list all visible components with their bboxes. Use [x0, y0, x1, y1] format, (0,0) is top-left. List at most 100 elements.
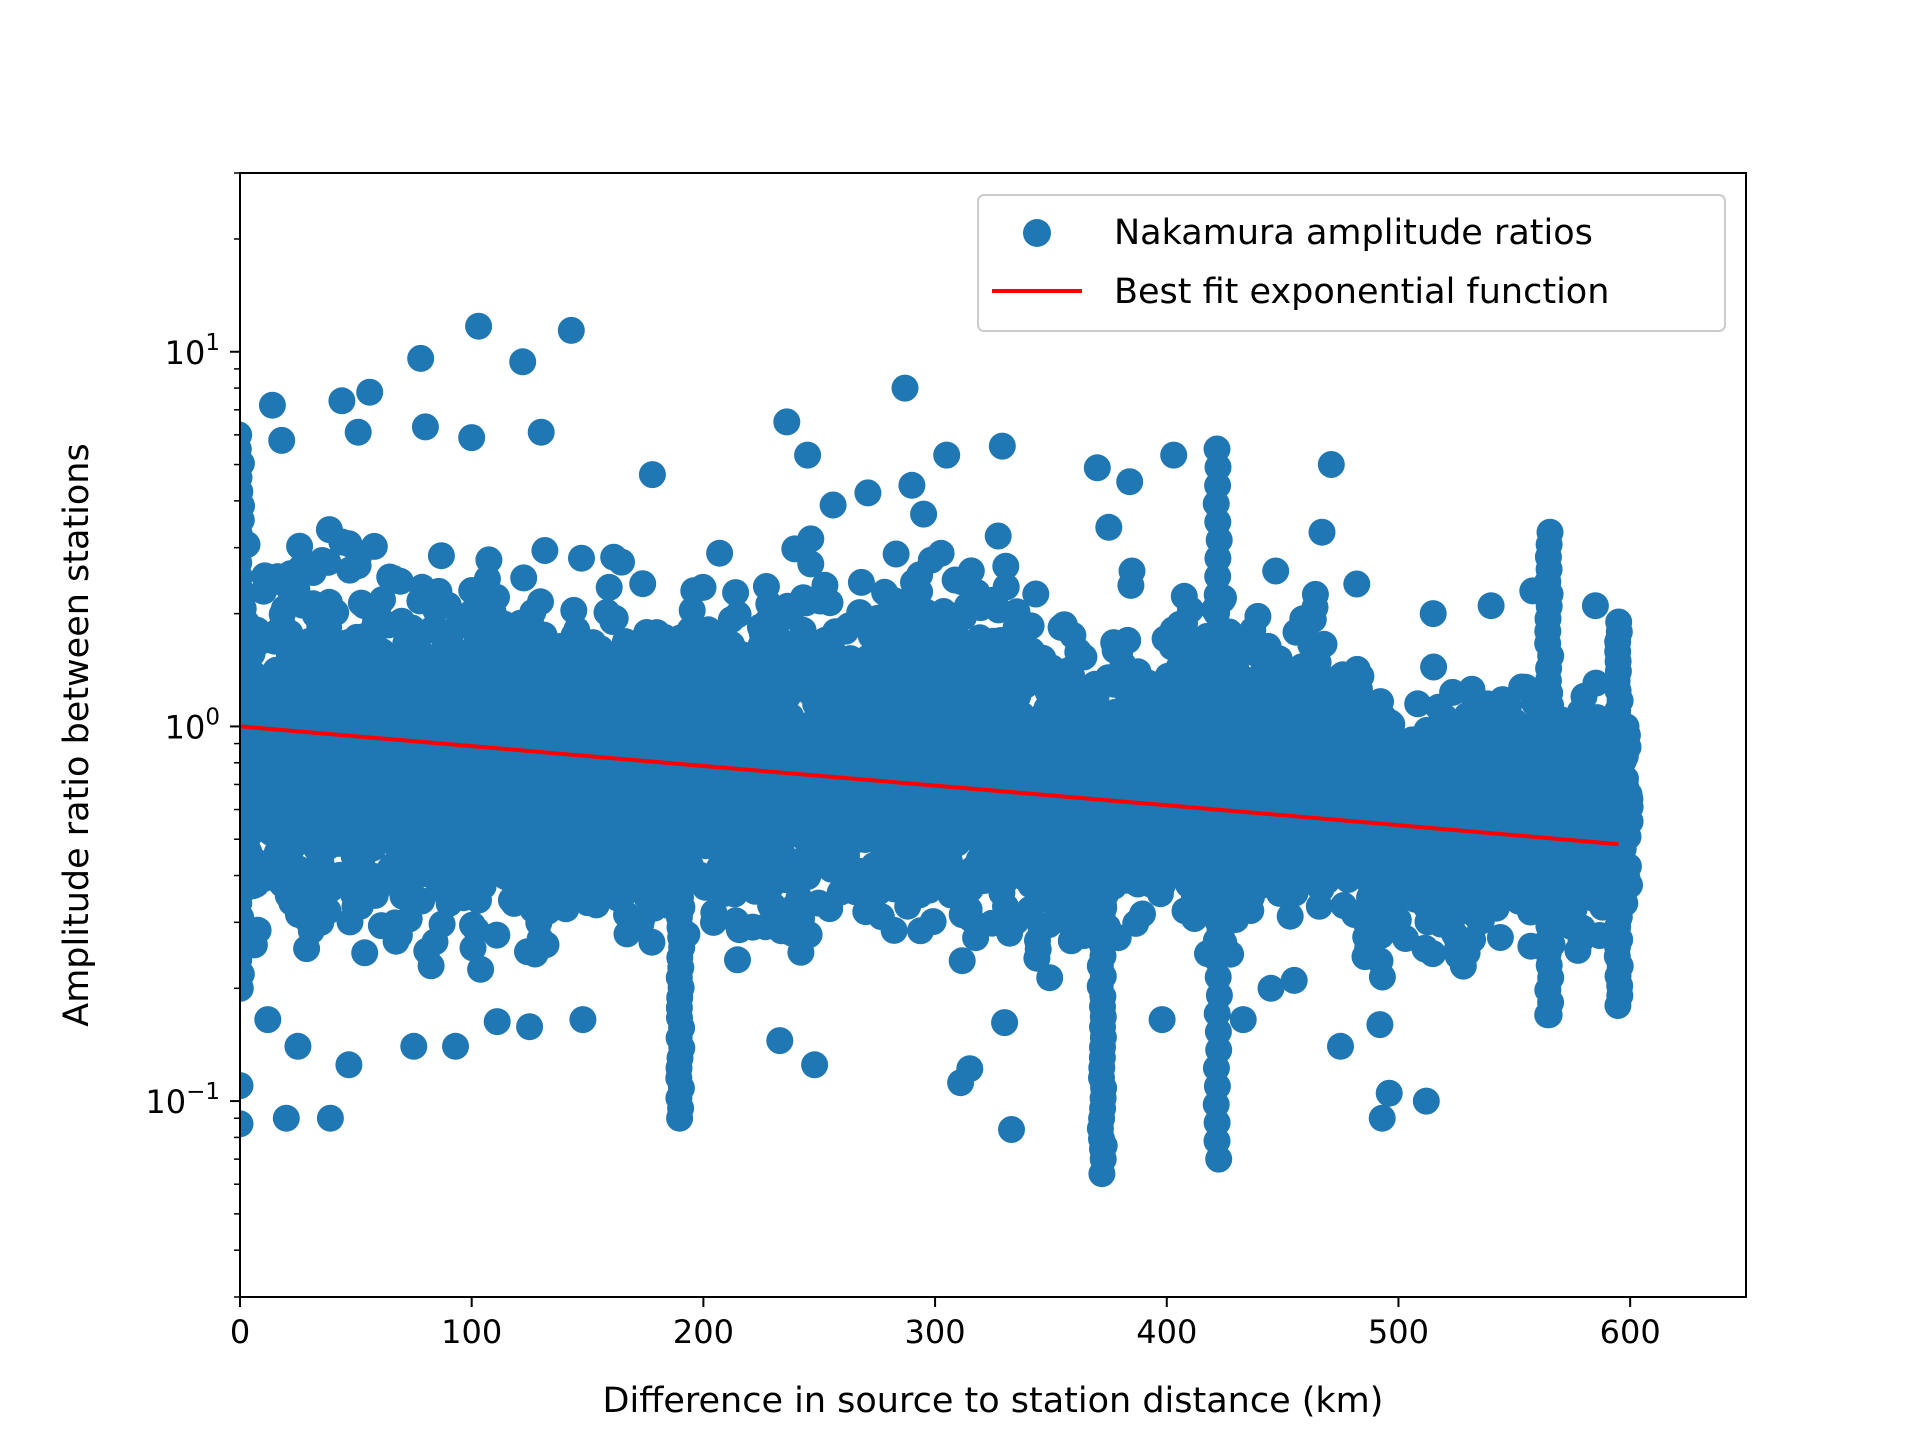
scatter-point [780, 893, 808, 921]
scatter-point [398, 635, 426, 663]
scatter-point [826, 719, 854, 746]
scatter-point [1408, 743, 1436, 771]
scatter-point [441, 820, 469, 848]
scatter-point [1035, 911, 1063, 939]
scatter-point [487, 648, 515, 676]
scatter-point [752, 573, 780, 600]
scatter-point [797, 651, 825, 679]
scatter-point [730, 741, 758, 769]
scatter-point [410, 840, 438, 868]
scatter-point [538, 655, 566, 683]
scatter-point [568, 544, 595, 572]
scatter-point [811, 571, 839, 599]
scatter-point [853, 684, 881, 712]
scatter-point [1127, 666, 1155, 694]
scatter-point [988, 834, 1016, 862]
scatter-point [628, 729, 656, 757]
scatter-point [911, 736, 939, 764]
scatter-point [359, 707, 387, 735]
scatter-point [1430, 762, 1458, 790]
scatter-point [1459, 899, 1487, 927]
scatter-point [511, 627, 539, 655]
scatter-point [306, 889, 334, 917]
scatter-point [714, 633, 742, 661]
scatter-point [797, 550, 825, 578]
scatter-point [347, 864, 375, 892]
scatter-point [273, 618, 301, 646]
scatter-point [1233, 835, 1261, 863]
scatter-point [1303, 844, 1331, 872]
scatter-point [935, 847, 963, 875]
scatter-point [984, 522, 1012, 550]
scatter-point [638, 928, 666, 956]
scatter-point [909, 822, 937, 850]
scatter-point [859, 661, 887, 689]
scatter-point [514, 938, 541, 966]
scatter-point [344, 552, 372, 580]
scatter-point [361, 609, 389, 637]
scatter-point [1465, 721, 1493, 749]
scatter-point [627, 777, 655, 805]
scatter-point [483, 583, 510, 611]
scatter-point [1336, 680, 1364, 708]
scatter-point [910, 500, 938, 528]
scatter-point [627, 749, 655, 777]
scatter-point [795, 850, 823, 878]
scatter-point [290, 809, 318, 837]
scatter-point [1275, 661, 1302, 689]
scatter-point [627, 696, 654, 724]
scatter-point [722, 907, 750, 935]
scatter-point [389, 882, 417, 910]
scatter-point [1363, 865, 1391, 893]
scatter-point [591, 672, 619, 699]
scatter-point [308, 742, 336, 769]
scatter-point [384, 695, 411, 723]
scatter-point [488, 859, 516, 887]
scatter-point [527, 588, 554, 616]
scatter-point [1359, 723, 1387, 751]
scatter-point [1281, 879, 1309, 907]
scatter-point [1439, 678, 1467, 706]
scatter-point [689, 573, 717, 601]
scatter-point [882, 540, 910, 568]
scatter-point [365, 641, 393, 669]
scatter-point [1302, 736, 1330, 764]
scatter-point [755, 860, 783, 888]
scatter-point [880, 916, 908, 944]
scatter-point [531, 537, 559, 564]
scatter-point [489, 835, 517, 863]
scatter-point [427, 542, 455, 570]
scatter-point [1444, 934, 1472, 962]
scatter-point [276, 576, 304, 604]
scatter-point [583, 711, 611, 739]
scatter-point [1035, 822, 1063, 850]
scatter-point [724, 946, 751, 974]
scatter-point [890, 619, 918, 647]
scatter-point [674, 689, 702, 717]
scatter-point [980, 627, 1008, 655]
scatter-point [787, 938, 815, 966]
scatter-point [425, 875, 453, 903]
scatter-point [1114, 722, 1141, 750]
scatter-point [863, 827, 891, 855]
scatter-point [935, 877, 963, 905]
scatter-point [832, 617, 860, 645]
scatter-point [706, 838, 734, 866]
scatter-point [1114, 626, 1142, 654]
scatter-point [947, 567, 974, 594]
scatter-point [559, 652, 587, 680]
scatter-point [1064, 638, 1092, 666]
scatter-point [946, 626, 974, 654]
scatter-point [361, 802, 389, 830]
scatter-point [1395, 819, 1423, 847]
scatter-point [742, 833, 770, 861]
scatter-point [375, 667, 403, 695]
scatter-point [830, 656, 858, 684]
scatter-point [289, 644, 317, 672]
scatter-point [584, 801, 612, 829]
scatter-point [513, 707, 541, 735]
scatter-point [563, 616, 591, 644]
scatter-point [561, 798, 589, 826]
scatter-point [1040, 775, 1068, 803]
